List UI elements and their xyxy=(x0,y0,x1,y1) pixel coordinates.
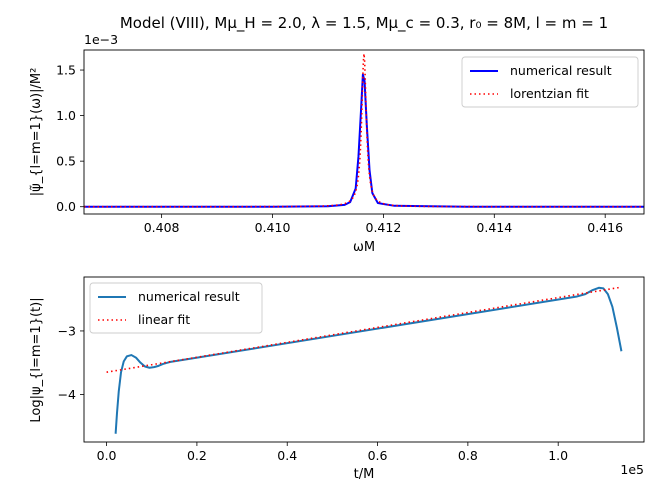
spectrum-x-tick-label: 0.416 xyxy=(587,220,623,235)
time-x-tick-label: 0.0 xyxy=(97,448,117,463)
legend-label-lorentzian: lorentzian fit xyxy=(510,86,589,101)
spectrum-y-ticks: 0.0 0.5 1.0 1.5 xyxy=(56,63,84,214)
spectrum-y-tick-label: 0.5 xyxy=(56,154,76,169)
time-x-tick-label: 0.6 xyxy=(368,448,388,463)
figure-title: Model (VIII), Mμ_H = 2.0, λ = 1.5, Mμ_c … xyxy=(120,14,608,33)
spectrum-legend: numerical result lorentzian fit xyxy=(461,56,639,108)
spectrum-x-ticks: 0.408 0.410 0.412 0.414 0.416 xyxy=(144,214,623,235)
legend-label-time-numerical: numerical result xyxy=(138,289,240,304)
time-y-tick-label: −4 xyxy=(58,387,76,402)
spectrum-x-tick-label: 0.412 xyxy=(366,220,402,235)
legend-label-linear-fit: linear fit xyxy=(138,312,190,327)
spectrum-x-tick-label: 0.408 xyxy=(144,220,180,235)
spectrum-y-tick-label: 1.0 xyxy=(56,108,76,123)
spectrum-plot-area xyxy=(84,52,644,208)
spectrum-y-tick-label: 0.0 xyxy=(56,199,76,214)
time-offset-text: 1e5 xyxy=(620,462,644,477)
time-legend: numerical result linear fit xyxy=(89,282,263,334)
time-y-ticks: −4 −3 xyxy=(58,323,84,402)
time-x-tick-label: 0.8 xyxy=(458,448,478,463)
time-domain-plot-area xyxy=(106,286,623,434)
spectrum-x-label: ωM xyxy=(353,240,375,255)
spectrum-x-tick-label: 0.410 xyxy=(255,220,291,235)
time-x-tick-label: 0.4 xyxy=(277,448,297,463)
spectrum-y-label: |ψ̃_{l=m=1}(ω)|/M² xyxy=(29,68,44,197)
time-x-tick-label: 0.2 xyxy=(187,448,207,463)
time-x-tick-label: 1.0 xyxy=(548,448,568,463)
spectrum-y-tick-label: 1.5 xyxy=(56,63,76,78)
spectrum-series-lorentzian-fit xyxy=(84,52,644,208)
spectrum-offset-text: 1e−3 xyxy=(84,32,118,47)
time-y-tick-label: −3 xyxy=(58,323,76,338)
time-y-label: Log|ψ_{l=m=1}(t)| xyxy=(29,297,44,422)
time-domain-panel: 0.0 0.2 0.4 0.6 0.8 1.0 −4 −3 1e5 t/M Log|ψ_{l… xyxy=(29,276,645,482)
time-axes-frame xyxy=(83,276,645,443)
legend-label-numerical: numerical result xyxy=(510,63,612,78)
time-x-ticks: 0.0 0.2 0.4 0.6 0.8 1.0 xyxy=(97,442,568,463)
time-x-label: t/M xyxy=(354,467,375,482)
spectrum-x-tick-label: 0.414 xyxy=(476,220,512,235)
spectrum-axes-frame xyxy=(83,49,645,215)
spectrum-panel: 0.408 0.410 0.412 0.414 0.416 0.0 0.5 1.0 1.5 1… xyxy=(29,32,645,255)
time-series-linear-fit xyxy=(106,286,622,373)
